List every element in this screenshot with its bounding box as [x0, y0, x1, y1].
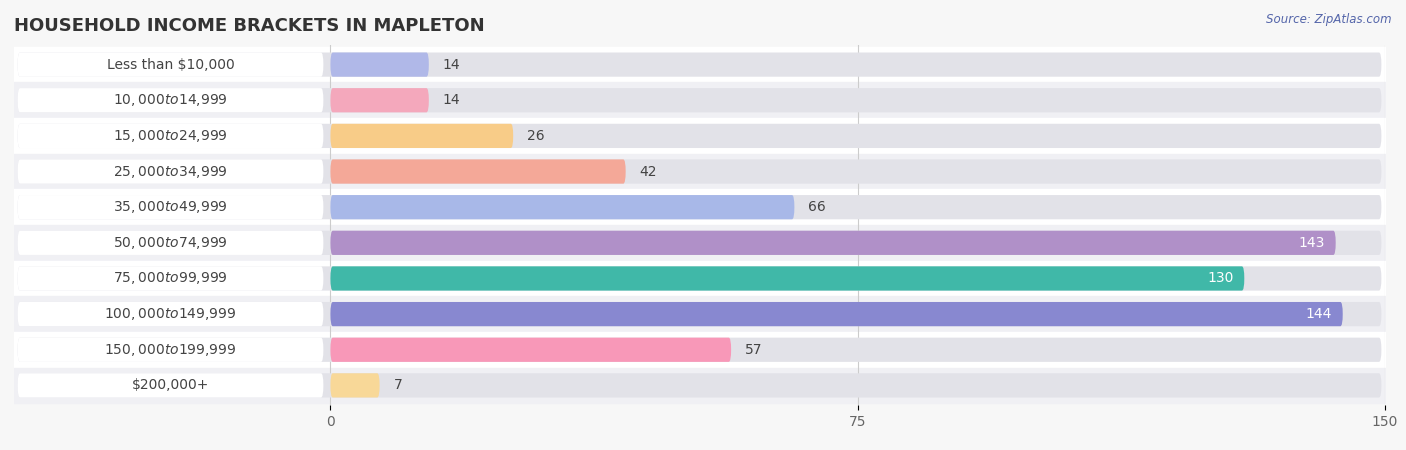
Text: 7: 7	[394, 378, 402, 392]
FancyBboxPatch shape	[330, 159, 626, 184]
Text: 130: 130	[1208, 271, 1234, 285]
FancyBboxPatch shape	[17, 302, 323, 326]
FancyBboxPatch shape	[330, 88, 429, 112]
Text: 144: 144	[1306, 307, 1333, 321]
Text: Less than $10,000: Less than $10,000	[107, 58, 235, 72]
FancyBboxPatch shape	[17, 195, 1382, 219]
FancyBboxPatch shape	[17, 266, 323, 291]
Text: 14: 14	[443, 93, 461, 107]
FancyBboxPatch shape	[17, 124, 1382, 148]
FancyBboxPatch shape	[17, 159, 1382, 184]
FancyBboxPatch shape	[17, 53, 323, 76]
FancyBboxPatch shape	[17, 266, 1382, 291]
FancyBboxPatch shape	[17, 53, 1382, 76]
FancyBboxPatch shape	[17, 231, 1382, 255]
FancyBboxPatch shape	[330, 53, 429, 76]
Text: $100,000 to $149,999: $100,000 to $149,999	[104, 306, 236, 322]
Text: Source: ZipAtlas.com: Source: ZipAtlas.com	[1267, 14, 1392, 27]
Text: $50,000 to $74,999: $50,000 to $74,999	[112, 235, 228, 251]
FancyBboxPatch shape	[17, 88, 323, 112]
FancyBboxPatch shape	[17, 124, 323, 148]
FancyBboxPatch shape	[330, 338, 731, 362]
FancyBboxPatch shape	[17, 231, 323, 255]
Text: 66: 66	[808, 200, 827, 214]
Text: $200,000+: $200,000+	[132, 378, 209, 392]
Text: $150,000 to $199,999: $150,000 to $199,999	[104, 342, 236, 358]
Text: $35,000 to $49,999: $35,000 to $49,999	[112, 199, 228, 215]
Text: $15,000 to $24,999: $15,000 to $24,999	[112, 128, 228, 144]
FancyBboxPatch shape	[17, 302, 1382, 326]
FancyBboxPatch shape	[17, 159, 323, 184]
Text: 26: 26	[527, 129, 546, 143]
Text: HOUSEHOLD INCOME BRACKETS IN MAPLETON: HOUSEHOLD INCOME BRACKETS IN MAPLETON	[14, 17, 485, 35]
Text: 42: 42	[640, 165, 657, 179]
Text: $25,000 to $34,999: $25,000 to $34,999	[112, 163, 228, 180]
FancyBboxPatch shape	[330, 231, 1336, 255]
FancyBboxPatch shape	[17, 374, 323, 397]
FancyBboxPatch shape	[17, 195, 323, 219]
FancyBboxPatch shape	[330, 195, 794, 219]
Text: 57: 57	[745, 343, 762, 357]
FancyBboxPatch shape	[330, 374, 380, 397]
FancyBboxPatch shape	[330, 124, 513, 148]
Text: 14: 14	[443, 58, 461, 72]
FancyBboxPatch shape	[330, 266, 1244, 291]
Text: $10,000 to $14,999: $10,000 to $14,999	[112, 92, 228, 108]
Text: $75,000 to $99,999: $75,000 to $99,999	[112, 270, 228, 287]
FancyBboxPatch shape	[17, 374, 1382, 397]
FancyBboxPatch shape	[17, 88, 1382, 112]
FancyBboxPatch shape	[17, 338, 323, 362]
FancyBboxPatch shape	[17, 338, 1382, 362]
Text: 143: 143	[1299, 236, 1326, 250]
FancyBboxPatch shape	[330, 302, 1343, 326]
